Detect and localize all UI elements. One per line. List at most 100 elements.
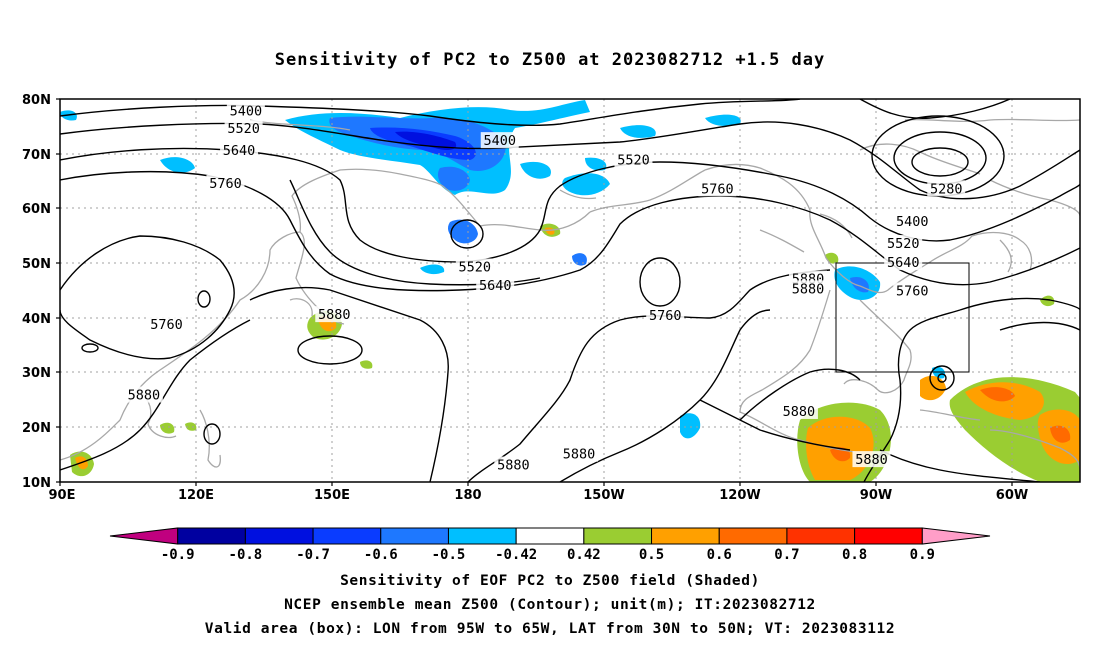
map-title: Sensitivity of PC2 to Z500 at 2023082712…: [274, 50, 826, 70]
axis-ticks: [56, 98, 1013, 486]
contour-label-bg: [779, 402, 818, 419]
caption-valid-area: Valid area (box): LON from 95W to 65W, L…: [204, 621, 896, 637]
contour-label: 5760: [649, 308, 682, 324]
colorbar-cells: [109, 527, 991, 545]
contour-label: 5520: [887, 236, 920, 252]
contour-label-bg: [698, 180, 737, 197]
contour-label: 5880: [497, 458, 530, 474]
contour-label-bg: [614, 151, 653, 168]
colorbar-label: 0.6: [707, 547, 732, 563]
contour-label-bg: [560, 445, 599, 462]
contour-label: 5400: [896, 214, 929, 230]
contour-label-bg: [789, 280, 827, 297]
lon-label: 120E: [178, 488, 214, 500]
contour-label: 5400: [483, 133, 516, 149]
colorbar: -0.9 -0.8 -0.7 -0.6 -0.5 -0.42 0.42 0.5 0.6 0.7 0.…: [109, 527, 991, 563]
coastlines: [60, 118, 1080, 471]
lon-label: 180: [454, 488, 481, 500]
colorbar-cell: [109, 527, 179, 545]
contour-label-bg: [224, 120, 263, 137]
colorbar-cell: [515, 527, 585, 545]
lat-label: 80N: [22, 93, 51, 108]
lat-label: 30N: [22, 366, 51, 381]
contour-label: 5640: [479, 278, 512, 294]
colorbar-label: 0.9: [910, 547, 935, 563]
contour-label: 5640: [223, 143, 256, 159]
colorbar-cell: [921, 527, 991, 545]
contour-label: 5880: [318, 307, 351, 323]
contour-label-bg: [893, 282, 932, 299]
colorbar-label: 0.42: [567, 547, 601, 563]
colorbar-label: 0.7: [774, 547, 799, 563]
colorbar-labels: -0.9 -0.8 -0.7 -0.6 -0.5 -0.42 0.42 0.5 0.6 0.7 0.…: [161, 547, 935, 563]
colorbar-cell: [244, 527, 314, 545]
colorbar-cell: [786, 527, 856, 545]
lon-label: 60W: [996, 488, 1028, 500]
z500-contours: [60, 99, 1080, 482]
lat-lon-grid: [60, 99, 1080, 482]
contour-label-bg: [646, 307, 685, 324]
colorbar-label: -0.8: [229, 547, 263, 563]
contour-label: 5760: [896, 284, 929, 300]
contour-label-bg: [147, 315, 186, 332]
lon-label: 150W: [583, 488, 624, 500]
lon-label: 120W: [719, 488, 760, 500]
colorbar-cell: [718, 527, 788, 545]
contour-label-bg: [927, 180, 966, 197]
contour-label-bg: [893, 213, 932, 230]
contour-label-bg: [884, 234, 923, 251]
contour-label: 5760: [150, 317, 183, 333]
lat-label: 50N: [22, 257, 51, 272]
colorbar-label: -0.9: [161, 547, 195, 563]
lat-label: 60N: [22, 202, 51, 217]
colorbar-cell: [651, 527, 720, 545]
colorbar-cell: [177, 527, 246, 545]
colorbar-label: -0.5: [432, 547, 466, 563]
contour-label: 5280: [930, 181, 963, 197]
contour-label-bg: [852, 451, 891, 468]
contour-label: 5520: [227, 121, 260, 137]
contour-label-bg: [226, 102, 265, 119]
lat-label: 70N: [22, 148, 51, 163]
lon-label: 90E: [49, 488, 76, 500]
contour-label: 5880: [855, 452, 888, 468]
colorbar-label: 0.5: [639, 547, 664, 563]
latitude-labels: 80N 70N 60N 50N 40N 30N 20N 10N: [22, 93, 51, 491]
contour-label-bg: [884, 254, 923, 271]
contour-label-bg: [476, 277, 515, 294]
contour-label-bg: [494, 456, 533, 473]
longitude-labels: 90E 120E 150E 180 150W 120W 90W 60W: [49, 488, 1029, 500]
contour-label: 5520: [617, 152, 650, 168]
colorbar-cell: [380, 527, 449, 545]
colorbar-label: 0.8: [842, 547, 867, 563]
colorbar-cell: [447, 527, 517, 545]
contour-label: 5400: [230, 104, 263, 120]
contour-label-bg: [220, 141, 259, 158]
contour-label: 5880: [783, 404, 816, 420]
contour-label: 5880: [128, 388, 161, 404]
contour-label-bg: [206, 174, 245, 191]
contour-label: 5520: [459, 260, 492, 276]
caption-shading: Sensitivity of EOF PC2 to Z500 field (Sh…: [340, 573, 760, 589]
contour-label: 5880: [563, 447, 596, 463]
lon-label: 90W: [860, 488, 892, 500]
contour-label-bg: [455, 258, 494, 275]
colorbar-label: -0.42: [495, 547, 537, 563]
map-frame: [59, 98, 1081, 483]
colorbar-cell: [854, 527, 923, 545]
caption-contour: NCEP ensemble mean Z500 (Contour); unit(…: [284, 597, 816, 613]
colorbar-label: -0.6: [364, 547, 398, 563]
contour-label-bg: [315, 306, 354, 323]
lon-label: 150E: [314, 488, 350, 500]
contour-label-bg: [480, 132, 519, 149]
contour-label-bg: [124, 386, 163, 403]
lat-label: 10N: [22, 476, 51, 491]
lat-label: 20N: [22, 421, 51, 436]
contour-label: 5760: [701, 181, 734, 197]
colorbar-cell: [312, 527, 382, 545]
contour-label: 5640: [887, 255, 920, 271]
contour-label: 5880: [792, 281, 825, 297]
lat-label: 40N: [22, 312, 51, 327]
